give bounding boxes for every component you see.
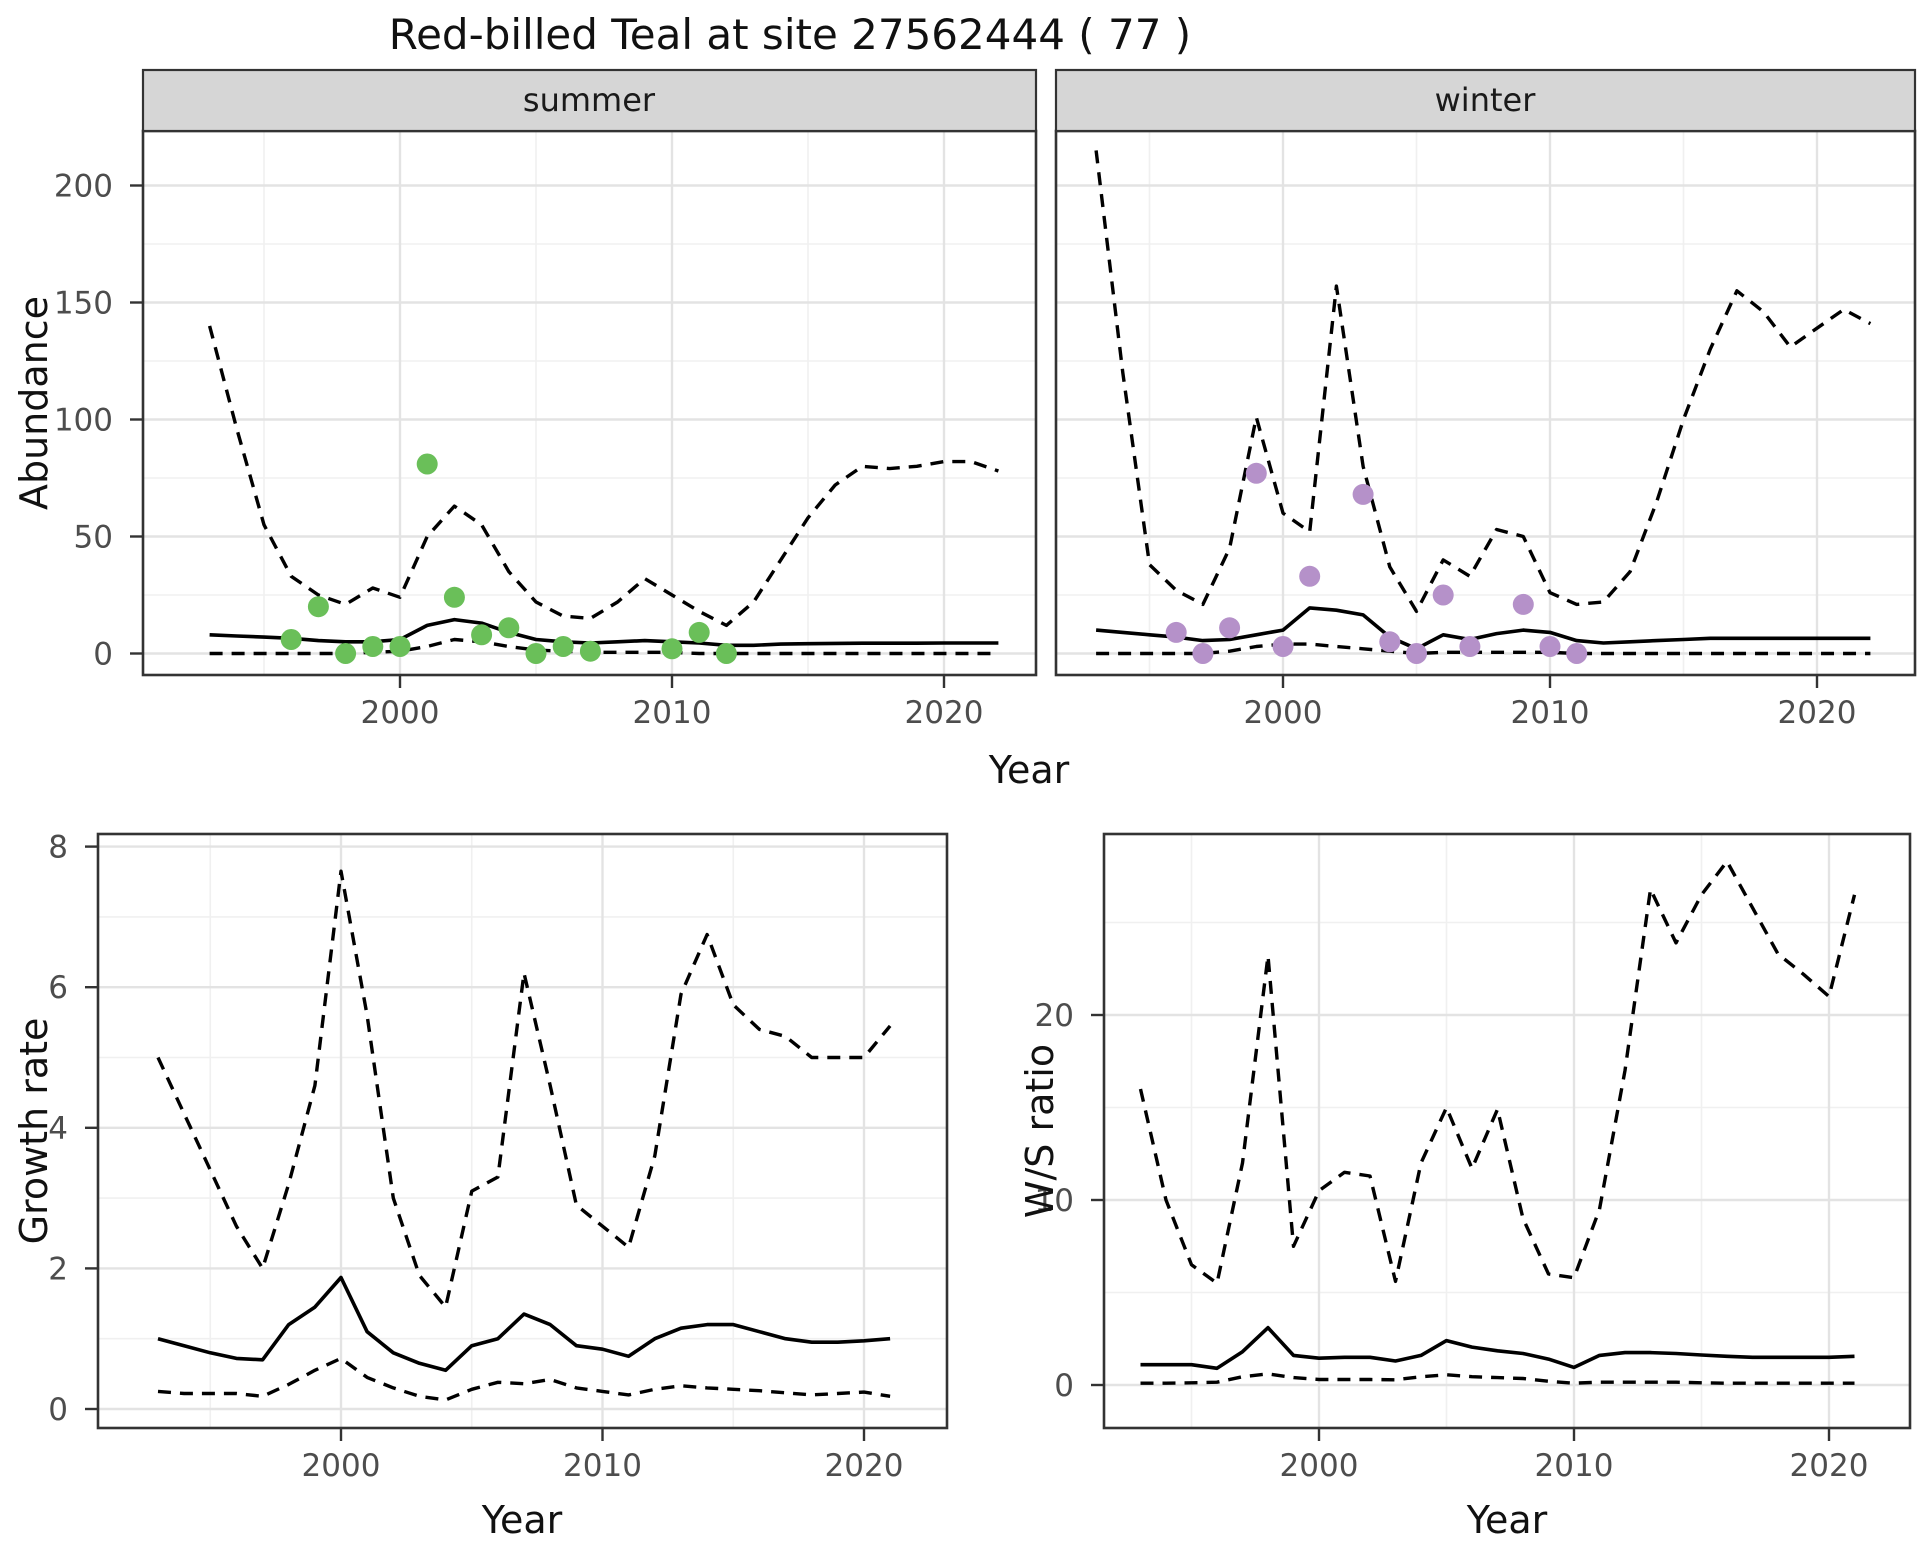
y-axis-title-abundance: Abundance (12, 295, 56, 511)
x-tick-label: 2010 (1511, 695, 1590, 731)
data-point (280, 629, 302, 650)
data-point (1165, 621, 1187, 643)
data-point (552, 636, 574, 657)
x-tick-label: 2010 (1535, 1448, 1614, 1484)
ws-ratio-lower_interval-line (1140, 1372, 1855, 1385)
abundance-winter-panel: 2000 2010 2020 (1054, 68, 1917, 731)
abundance-winter-upper_interval-line (1094, 150, 1872, 614)
data-point (471, 624, 493, 646)
x-axis-title-year-growth: Year (481, 1498, 563, 1542)
abundance-summer-upper_interval-line (207, 325, 999, 628)
data-point (335, 643, 357, 664)
y-tick-label: 0 (1054, 1368, 1074, 1404)
data-point (688, 621, 710, 643)
y-tick-label: 2 (48, 1251, 68, 1287)
winter-facet-strip (1054, 68, 1917, 133)
abundance-summer-median_fit-line (209, 617, 999, 648)
x-tick-label: 2010 (633, 695, 712, 731)
x-tick-label: 2020 (1778, 695, 1857, 731)
abundance-winter-median_fit-line (1095, 606, 1871, 651)
x-tick-label: 2020 (825, 1448, 904, 1484)
growth-rate-upper_interval-line (156, 869, 892, 1309)
data-point (1459, 636, 1481, 657)
summer-facet-strip (141, 68, 1038, 133)
y-tick-label: 10 (1035, 1183, 1074, 1219)
y-tick-label: 20 (1035, 998, 1074, 1034)
data-point (307, 596, 329, 618)
data-point (1406, 643, 1427, 664)
x-axis-title-year-ws: Year (1466, 1498, 1548, 1542)
y-tick-label: 6 (48, 970, 68, 1006)
y-tick-label: 200 (54, 169, 113, 205)
facet-strip-label-winter: winter (1434, 81, 1536, 119)
x-tick-label: 2000 (1280, 1448, 1359, 1484)
abundance-summer-panel: 2000 2010 2020 0 50 100 150 200 (54, 68, 1038, 731)
x-axis-title-year-top: Year (988, 748, 1070, 792)
abundance-summer-lower_interval-line (209, 637, 999, 656)
data-point (389, 636, 411, 657)
data-point (362, 636, 384, 657)
data-point (1512, 593, 1534, 615)
x-tick-label: 2000 (1244, 695, 1323, 731)
abundance-winter-lower_interval-line (1096, 642, 1871, 656)
y-tick-label: 8 (48, 830, 68, 866)
data-point (443, 586, 465, 608)
data-point (1219, 617, 1241, 639)
data-point (1539, 636, 1561, 657)
y-tick-label: 100 (54, 403, 113, 439)
data-point (661, 638, 683, 660)
x-tick-label: 2010 (563, 1448, 642, 1484)
data-point (1379, 631, 1401, 653)
facet-strip-label-summer: summer (522, 81, 656, 119)
data-point (1272, 636, 1294, 657)
data-point (498, 617, 520, 639)
x-tick-label: 2000 (361, 695, 440, 731)
data-point (715, 643, 737, 664)
abundance-summer-observed-points (280, 453, 737, 664)
y-tick-label: 4 (48, 1111, 68, 1147)
figure-title: Red-billed Teal at site 27562444 ( 77 ) (388, 10, 1192, 59)
y-tick-label: 50 (74, 520, 113, 556)
y-tick-label: 150 (54, 286, 113, 322)
data-point (1352, 483, 1374, 505)
data-point (1192, 643, 1214, 664)
ws-ratio-panel: 2000 2010 2020 0 10 20 (1035, 832, 1912, 1484)
growth-rate-panel: 2000 2010 2020 0 2 4 6 8 (48, 830, 949, 1484)
ws-ratio-median_fit-line (1140, 1325, 1855, 1371)
y-axis-title-ws-ratio: W/S ratio (1018, 1043, 1062, 1219)
y-tick-label: 0 (93, 637, 113, 673)
data-point (1432, 584, 1454, 606)
x-tick-label: 2020 (1790, 1448, 1869, 1484)
y-tick-label: 0 (48, 1392, 68, 1428)
data-point (416, 453, 438, 475)
data-point (525, 643, 547, 664)
y-axis-title-growth-rate: Growth rate (12, 1017, 56, 1245)
x-tick-label: 2000 (302, 1448, 381, 1484)
abundance-winter-observed-points (1165, 462, 1588, 664)
x-tick-label: 2020 (905, 695, 984, 731)
data-point (1245, 462, 1267, 484)
data-point (1299, 565, 1321, 587)
data-point (1566, 643, 1588, 664)
data-point (579, 640, 601, 662)
growth-rate-median_fit-line (157, 1275, 891, 1373)
